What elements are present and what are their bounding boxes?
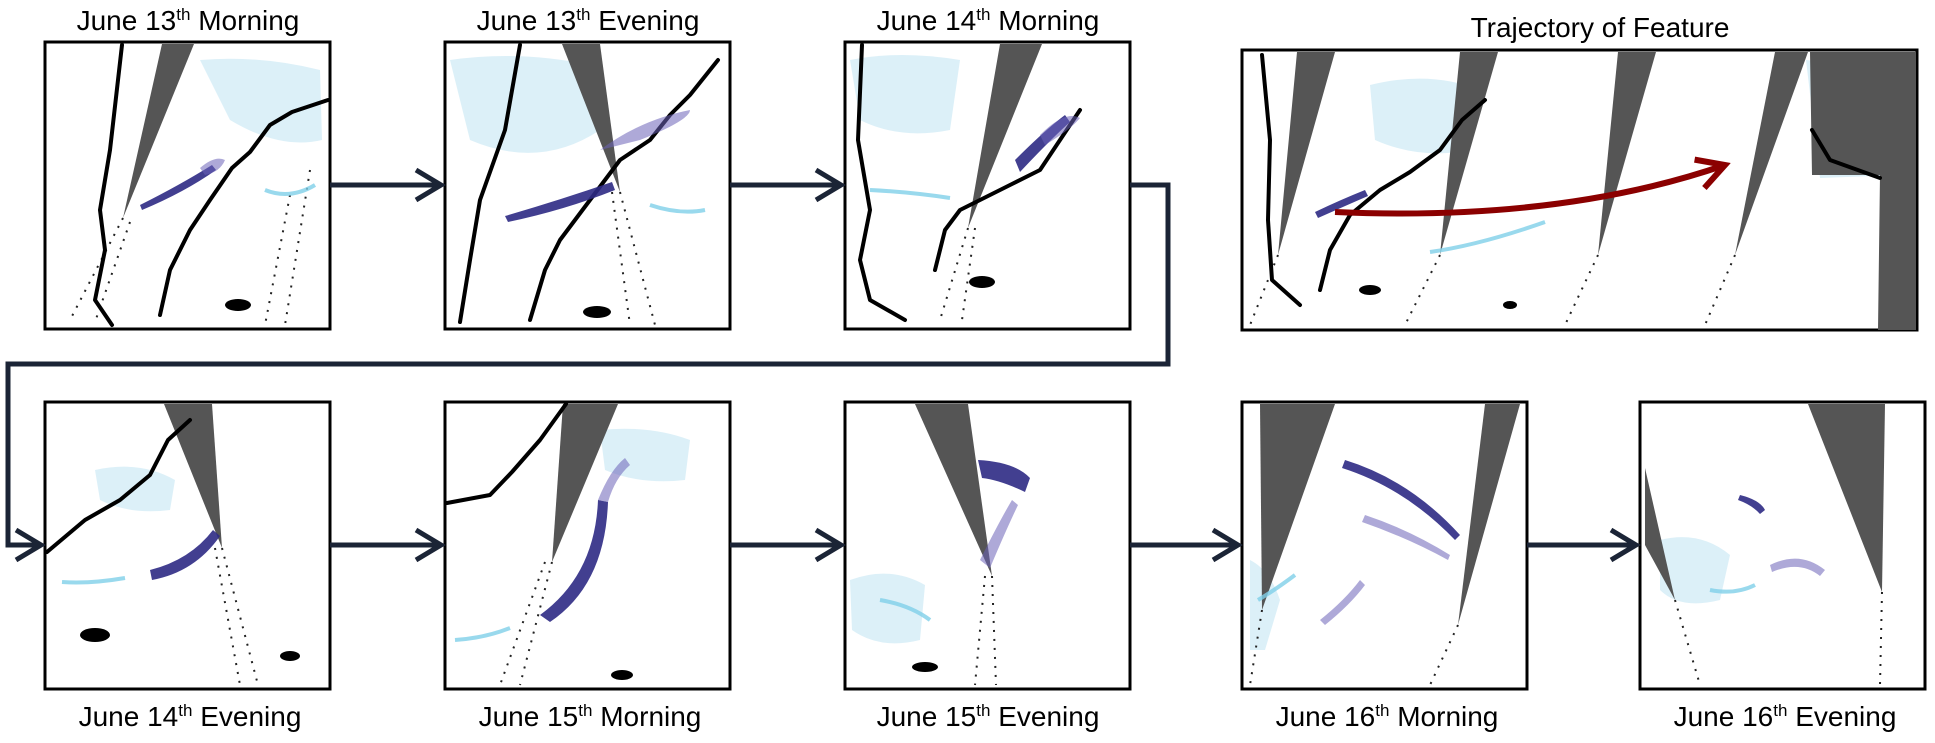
panel-2-map [445,42,730,329]
panel-6-caption: June 15th Evening [877,701,1100,732]
panel-3-map [845,42,1130,329]
panel-8-map [1640,402,1925,689]
trajectory-title: Trajectory of Feature [1471,12,1730,43]
panel-5-map [445,402,730,689]
panel-4-map [45,402,330,689]
panel-1-caption: June 13th Morning [77,5,300,36]
panel-1-map [45,42,330,329]
panel-7-caption: June 16th Morning [1276,701,1499,732]
panel-5-caption: June 15th Morning [479,701,702,732]
panel-7-map [1242,402,1527,689]
panel-6-map [845,402,1130,689]
trajectory-map [1242,50,1917,330]
panel-4-caption: June 14th Evening [79,701,302,732]
panel-3-caption: June 14th Morning [877,5,1100,36]
panel-2-caption: June 13th Evening [477,5,700,36]
panel-8-caption: June 16th Evening [1674,701,1897,732]
